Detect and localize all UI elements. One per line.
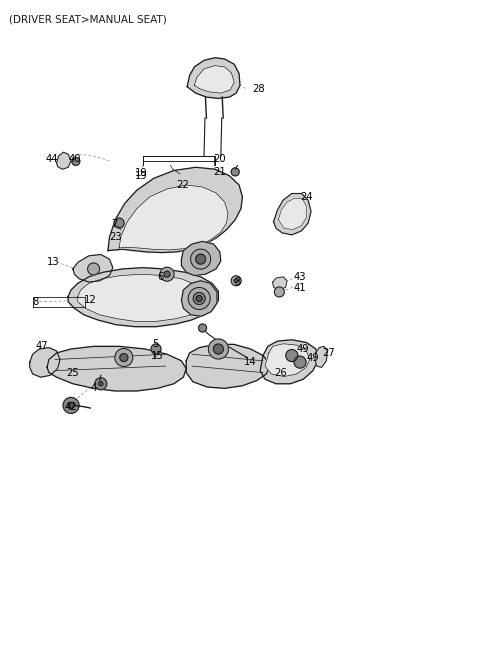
Polygon shape bbox=[186, 344, 270, 388]
Polygon shape bbox=[30, 348, 60, 377]
Circle shape bbox=[196, 254, 205, 264]
Circle shape bbox=[208, 339, 228, 359]
Circle shape bbox=[99, 382, 103, 386]
Text: 13: 13 bbox=[47, 256, 60, 267]
Circle shape bbox=[231, 168, 239, 176]
Circle shape bbox=[63, 398, 79, 413]
Polygon shape bbox=[73, 255, 113, 282]
Text: 43: 43 bbox=[294, 272, 306, 282]
Text: 24: 24 bbox=[300, 192, 312, 202]
Circle shape bbox=[151, 344, 161, 354]
Text: 22: 22 bbox=[177, 180, 190, 190]
Text: 49: 49 bbox=[306, 352, 319, 363]
Polygon shape bbox=[265, 344, 310, 377]
Text: 8: 8 bbox=[33, 297, 39, 307]
Circle shape bbox=[234, 279, 238, 283]
Text: 4: 4 bbox=[90, 383, 96, 394]
Polygon shape bbox=[119, 185, 228, 250]
Text: 12: 12 bbox=[84, 295, 97, 306]
Circle shape bbox=[95, 378, 107, 390]
Polygon shape bbox=[78, 274, 206, 321]
Polygon shape bbox=[68, 268, 218, 327]
Circle shape bbox=[214, 344, 223, 354]
Circle shape bbox=[160, 267, 174, 281]
Polygon shape bbox=[181, 281, 217, 316]
Circle shape bbox=[191, 249, 211, 269]
Polygon shape bbox=[274, 194, 311, 235]
Polygon shape bbox=[273, 277, 287, 290]
Circle shape bbox=[114, 218, 124, 228]
Text: 23: 23 bbox=[109, 232, 122, 243]
Text: 19: 19 bbox=[135, 167, 148, 178]
Polygon shape bbox=[181, 241, 221, 276]
Text: 44: 44 bbox=[46, 154, 58, 164]
Polygon shape bbox=[57, 152, 71, 169]
Text: 40: 40 bbox=[68, 154, 81, 164]
Text: 15: 15 bbox=[151, 350, 164, 361]
Text: 19: 19 bbox=[135, 171, 148, 181]
Polygon shape bbox=[260, 340, 318, 384]
Circle shape bbox=[88, 263, 100, 275]
Text: 20: 20 bbox=[214, 154, 226, 165]
Text: (DRIVER SEAT>MANUAL SEAT): (DRIVER SEAT>MANUAL SEAT) bbox=[9, 14, 167, 24]
Circle shape bbox=[164, 271, 170, 277]
Text: 3: 3 bbox=[234, 277, 240, 287]
Polygon shape bbox=[194, 66, 234, 93]
Circle shape bbox=[193, 293, 205, 304]
Polygon shape bbox=[47, 346, 186, 391]
Text: 25: 25 bbox=[66, 367, 79, 378]
Text: 6: 6 bbox=[157, 272, 164, 282]
Circle shape bbox=[68, 402, 74, 409]
Polygon shape bbox=[108, 167, 242, 253]
Circle shape bbox=[72, 157, 80, 165]
Text: 47: 47 bbox=[36, 341, 48, 352]
Circle shape bbox=[196, 295, 202, 302]
Text: 49: 49 bbox=[297, 344, 309, 354]
Text: 5: 5 bbox=[153, 339, 159, 350]
Text: 21: 21 bbox=[214, 167, 227, 177]
Circle shape bbox=[294, 356, 306, 368]
Text: 26: 26 bbox=[275, 367, 288, 378]
Polygon shape bbox=[315, 346, 327, 367]
Circle shape bbox=[115, 348, 133, 367]
Text: 42: 42 bbox=[65, 401, 77, 412]
Polygon shape bbox=[187, 58, 240, 98]
Circle shape bbox=[231, 276, 241, 286]
Text: 27: 27 bbox=[323, 348, 336, 358]
Circle shape bbox=[188, 287, 210, 310]
Text: 28: 28 bbox=[252, 83, 264, 94]
Polygon shape bbox=[278, 198, 306, 230]
Text: 41: 41 bbox=[294, 283, 306, 293]
Circle shape bbox=[275, 287, 284, 297]
Circle shape bbox=[286, 350, 298, 361]
Text: 7: 7 bbox=[111, 219, 118, 230]
Circle shape bbox=[199, 324, 206, 332]
Text: 14: 14 bbox=[244, 357, 256, 367]
Circle shape bbox=[120, 354, 128, 361]
